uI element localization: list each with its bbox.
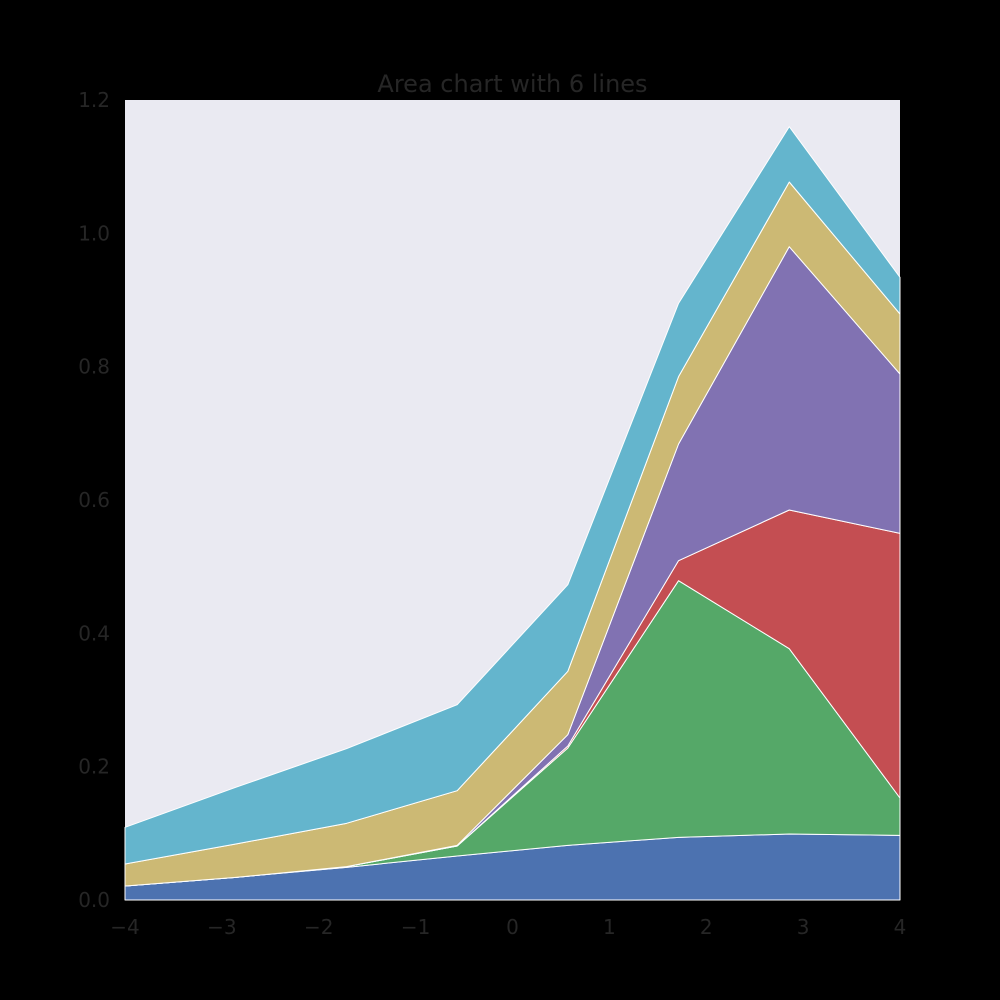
x-tick-label: 2	[700, 915, 713, 939]
y-tick-label: 0.4	[78, 621, 110, 645]
y-tick-label: 0.2	[78, 755, 110, 779]
x-tick-label: 4	[894, 915, 907, 939]
x-tick-label: 1	[603, 915, 616, 939]
x-tick-label: −1	[401, 915, 430, 939]
x-tick-label: −2	[304, 915, 333, 939]
x-tick-label: −3	[207, 915, 236, 939]
area-series-group	[124, 126, 901, 901]
y-tick-label: 0.6	[78, 488, 110, 512]
y-tick-label: 1.0	[78, 221, 110, 245]
chart-title: Area chart with 6 lines	[377, 70, 647, 98]
y-tick-label: 0.0	[78, 888, 110, 912]
x-axis-ticks: −4 −3 −2 −1 0 1 2 3 4	[110, 915, 906, 939]
y-axis-ticks: 0.0 0.2 0.4 0.6 0.8 1.0 1.2	[78, 88, 110, 912]
y-tick-label: 0.8	[78, 355, 110, 379]
x-tick-label: −4	[110, 915, 139, 939]
x-tick-label: 3	[797, 915, 810, 939]
area-series-6	[124, 126, 901, 865]
x-tick-label: 0	[506, 915, 519, 939]
y-tick-label: 1.2	[78, 88, 110, 112]
